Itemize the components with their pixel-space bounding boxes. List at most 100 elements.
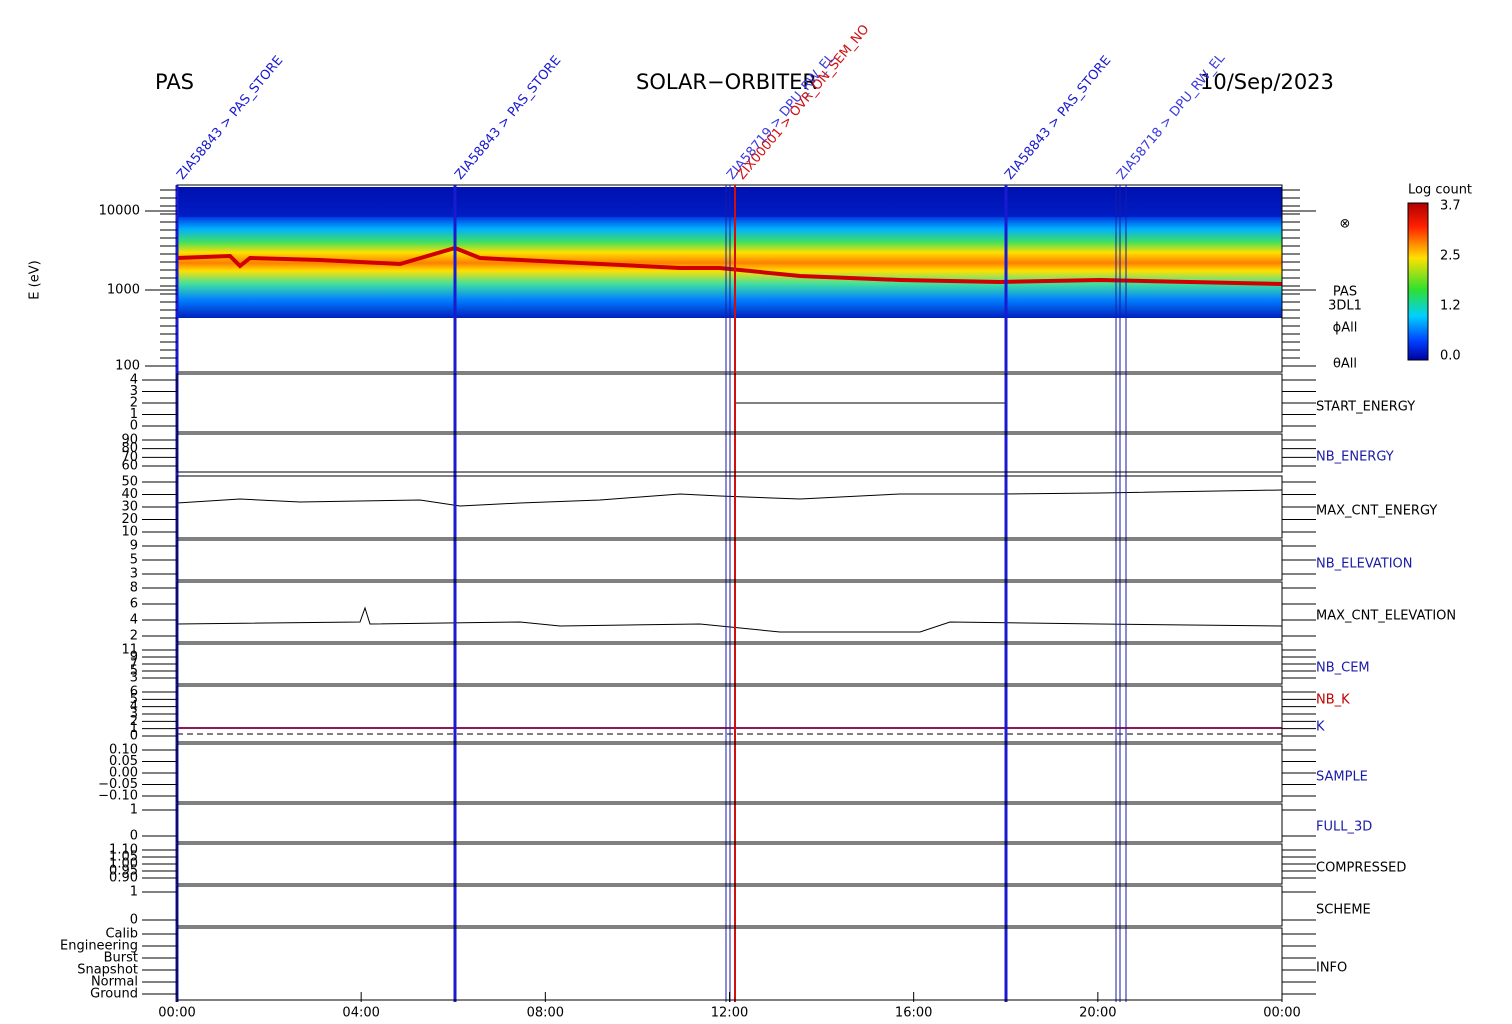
panel-label: FULL_3D bbox=[1316, 820, 1372, 835]
y-tick-label: 4 bbox=[130, 613, 138, 628]
y-tick-label: Burst bbox=[104, 951, 138, 966]
y-tick-label: Snapshot bbox=[77, 963, 138, 978]
y-tick-label: 50 bbox=[121, 475, 138, 490]
y-tick-label: 60 bbox=[121, 459, 138, 474]
y-tick-label: 1.00 bbox=[109, 857, 138, 872]
annotation: ZIA58718 > DPU_RW_EL bbox=[1114, 51, 1228, 183]
y-tick-label: 8 bbox=[130, 581, 138, 596]
y-tick-label: 1 bbox=[130, 803, 138, 818]
y-tick-label: 1.10 bbox=[109, 843, 138, 858]
symbol: ⊗ bbox=[1340, 217, 1351, 232]
mission: SOLAR−ORBITER bbox=[636, 70, 817, 94]
y-tick-label: 0 bbox=[130, 913, 138, 928]
y-tick-label: 0.00 bbox=[109, 766, 138, 781]
y-tick-label: 100 bbox=[115, 359, 140, 374]
panel-label: SAMPLE bbox=[1316, 770, 1368, 785]
x-tick-label: 20:00 bbox=[1079, 1006, 1116, 1021]
y-tick-label: 1 bbox=[130, 721, 138, 736]
y-tick-label: 6 bbox=[130, 685, 138, 700]
side-label: ϕAll bbox=[1333, 321, 1358, 336]
y-tick-label: 5 bbox=[130, 664, 138, 679]
x-tick-label: 12:00 bbox=[711, 1006, 748, 1021]
y-tick-label: Normal bbox=[91, 975, 138, 990]
spectrum-peak bbox=[176, 245, 1283, 286]
y-tick-label: 11 bbox=[121, 643, 138, 658]
y-tick-label: 9 bbox=[130, 539, 138, 554]
x-tick-label: 00:00 bbox=[158, 1006, 195, 1021]
panel-label: SCHEME bbox=[1316, 903, 1371, 918]
y-tick-label: 5 bbox=[130, 692, 138, 707]
colorbar-tick-label: 3.7 bbox=[1440, 199, 1461, 214]
y-tick-label: 3 bbox=[130, 567, 138, 582]
y-axis-label: E (eV) bbox=[28, 260, 43, 299]
y-tick-label: 40 bbox=[121, 487, 138, 502]
y-tick-label: Calib bbox=[105, 927, 138, 942]
panel-label: NB_K bbox=[1316, 693, 1350, 708]
panel-label: NB_ENERGY bbox=[1316, 450, 1394, 465]
max-cnt-elevation-trace bbox=[176, 606, 1283, 633]
date: 10/Sep/2023 bbox=[1200, 70, 1334, 94]
max-cnt-energy-trace bbox=[176, 489, 1283, 507]
panel-frame bbox=[176, 803, 1283, 843]
panel-label: NB_CEM bbox=[1316, 661, 1370, 676]
x-tick-label: 08:00 bbox=[527, 1006, 564, 1021]
y-tick-label: 2 bbox=[130, 714, 138, 729]
y-tick-label: 3 bbox=[130, 671, 138, 686]
y-tick-label: 1 bbox=[130, 407, 138, 422]
y-tick-label: 1000 bbox=[107, 283, 140, 298]
event-lines bbox=[175, 185, 1127, 1002]
y-tick-label: Ground bbox=[90, 987, 138, 1002]
y-tick-label: −0.10 bbox=[98, 789, 138, 804]
annotation: ZIA58843 > PAS_STORE bbox=[1002, 53, 1114, 183]
panel-frame bbox=[176, 885, 1283, 927]
colorbar-tick-label: 2.5 bbox=[1440, 249, 1461, 264]
y-tick-label: 0.90 bbox=[109, 871, 138, 886]
y-tick-label: Engineering bbox=[60, 939, 138, 954]
colorbar-tick-label: 1.2 bbox=[1440, 299, 1461, 314]
y-tick-label: 10 bbox=[121, 525, 138, 540]
panel-label: NB_ELEVATION bbox=[1316, 557, 1413, 572]
y-tick-label: 3 bbox=[130, 384, 138, 399]
y-tick-label: 6 bbox=[130, 597, 138, 612]
side-label: PAS bbox=[1333, 285, 1357, 300]
spectrogram-empty bbox=[735, 322, 1282, 370]
panel-label: MAX_CNT_ELEVATION bbox=[1316, 609, 1456, 624]
colorbar-tick-label: 0.0 bbox=[1440, 349, 1461, 364]
y-tick-label: 0 bbox=[130, 829, 138, 844]
y-tick-label: 3 bbox=[130, 707, 138, 722]
y-tick-label: 4 bbox=[130, 699, 138, 714]
y-tick-label: 0.05 bbox=[109, 754, 138, 769]
annotation: ZIA58843 > PAS_STORE bbox=[452, 53, 564, 183]
y-tick-label: 0 bbox=[130, 729, 138, 744]
side-label: 3DL1 bbox=[1328, 299, 1362, 314]
y-tick-label: 80 bbox=[121, 441, 138, 456]
panel-label: START_ENERGY bbox=[1316, 400, 1415, 415]
y-tick-label: 1 bbox=[130, 885, 138, 900]
y-tick-label: 90 bbox=[121, 433, 138, 448]
y-tick-label: 10000 bbox=[99, 204, 140, 219]
panel-label: MAX_CNT_ENERGY bbox=[1316, 504, 1437, 519]
panel-label: COMPRESSED bbox=[1316, 861, 1406, 876]
colorbar bbox=[1407, 202, 1429, 361]
y-tick-label: 0 bbox=[130, 419, 138, 434]
y-tick-label: 20 bbox=[121, 512, 138, 527]
y-tick-label: 70 bbox=[121, 450, 138, 465]
x-tick-label: 16:00 bbox=[895, 1006, 932, 1021]
colorbar-title: Log count bbox=[1408, 183, 1472, 198]
y-tick-label: 0.95 bbox=[109, 864, 138, 879]
y-tick-label: 4 bbox=[130, 373, 138, 388]
panel-frame bbox=[176, 433, 1283, 473]
y-tick-label: 2 bbox=[130, 396, 138, 411]
y-tick-label: 30 bbox=[121, 500, 138, 515]
y-tick-label: 5 bbox=[130, 553, 138, 568]
instrument: PAS bbox=[155, 70, 194, 94]
panel-frame bbox=[176, 581, 1283, 643]
y-tick-label: −0.05 bbox=[98, 777, 138, 792]
x-tick-label: 00:00 bbox=[1263, 1006, 1300, 1021]
panel-label: K bbox=[1316, 720, 1325, 735]
x-tick-label: 04:00 bbox=[342, 1006, 379, 1021]
y-tick-label: 9 bbox=[130, 650, 138, 665]
y-tick-label: 7 bbox=[130, 657, 138, 672]
y-tick-label: 2 bbox=[130, 629, 138, 644]
